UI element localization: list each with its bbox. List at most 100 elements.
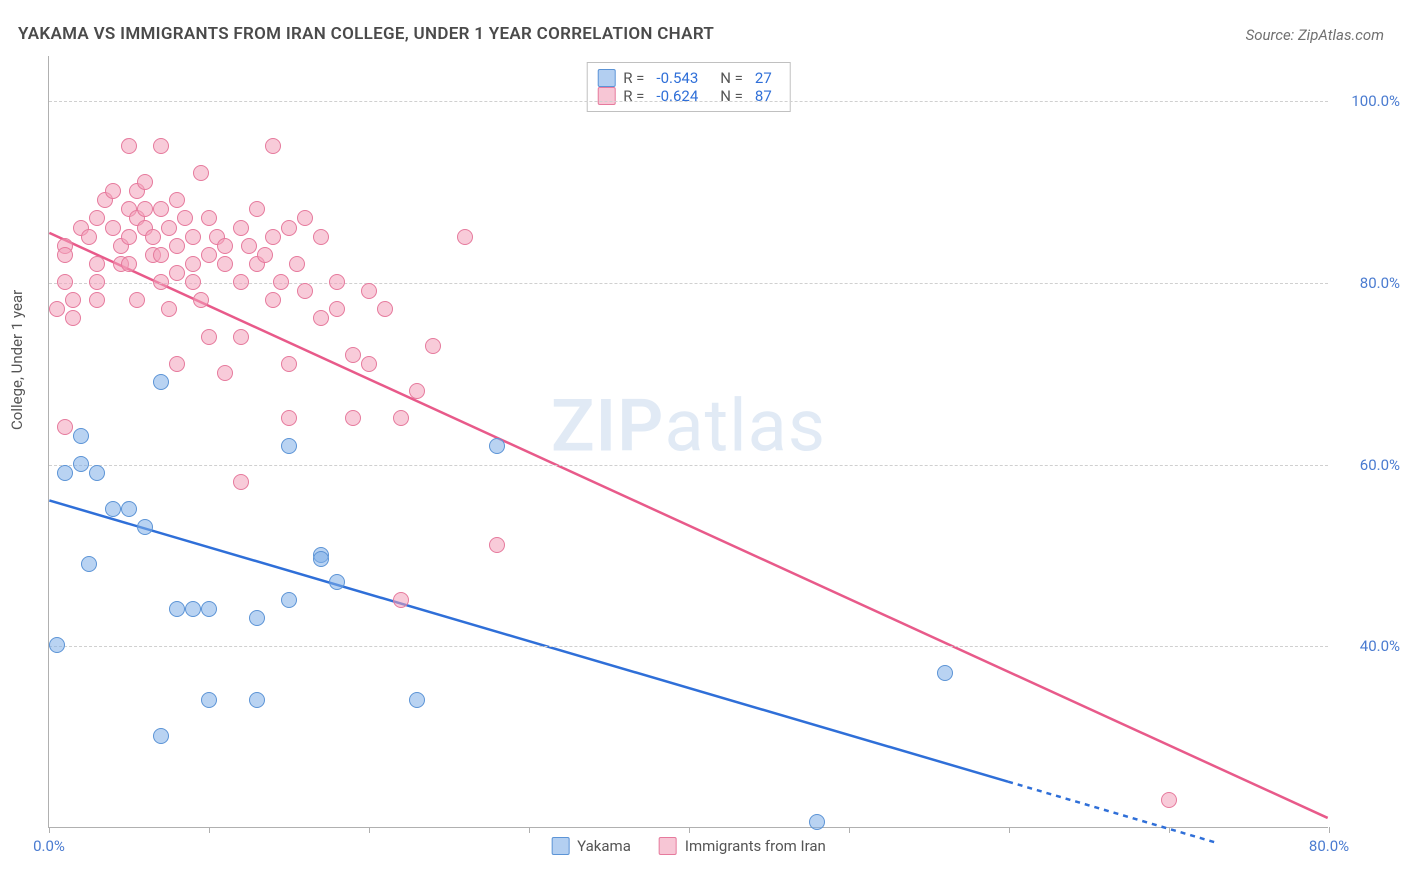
scatter-point-pink	[193, 165, 209, 181]
scatter-point-blue	[137, 519, 153, 535]
scatter-point-blue	[249, 610, 265, 626]
bottom-legend-item: Immigrants from Iran	[659, 837, 826, 855]
trend-line	[1008, 782, 1216, 843]
bottom-legend-item: Yakama	[551, 837, 631, 855]
scatter-point-pink	[185, 229, 201, 245]
x-tick	[529, 827, 530, 833]
trend-line	[49, 233, 1327, 818]
y-tick-label: 100.0%	[1340, 92, 1400, 110]
source-attribution: Source: ZipAtlas.com	[1246, 26, 1384, 44]
x-tick	[849, 827, 850, 833]
scatter-point-pink	[65, 310, 81, 326]
legend-n-value: 27	[755, 69, 772, 87]
scatter-point-pink	[273, 274, 289, 290]
x-tick	[369, 827, 370, 833]
x-tick	[209, 827, 210, 833]
scatter-point-pink	[153, 274, 169, 290]
y-tick-label: 60.0%	[1340, 456, 1400, 474]
scatter-point-pink	[169, 238, 185, 254]
scatter-point-pink	[121, 138, 137, 154]
scatter-point-pink	[185, 256, 201, 272]
legend-swatch-pink	[659, 837, 677, 855]
scatter-point-blue	[105, 501, 121, 517]
scatter-point-pink	[345, 347, 361, 363]
x-tick-label: 80.0%	[1309, 837, 1349, 855]
scatter-point-pink	[161, 301, 177, 317]
gridline-h	[49, 646, 1328, 647]
scatter-point-pink	[153, 201, 169, 217]
series-legend: Yakama Immigrants from Iran	[551, 837, 826, 855]
scatter-point-pink	[57, 419, 73, 435]
scatter-point-blue	[809, 814, 825, 830]
scatter-point-pink	[361, 356, 377, 372]
scatter-point-pink	[233, 329, 249, 345]
scatter-point-pink	[81, 229, 97, 245]
scatter-point-pink	[177, 210, 193, 226]
gridline-h	[49, 465, 1328, 466]
correlation-legend: R =-0.543N =27R =-0.624N =87	[586, 62, 791, 112]
legend-swatch-blue	[597, 69, 615, 87]
scatter-point-blue	[489, 438, 505, 454]
scatter-point-pink	[329, 301, 345, 317]
scatter-point-pink	[377, 301, 393, 317]
scatter-point-blue	[281, 592, 297, 608]
x-tick	[689, 827, 690, 833]
scatter-point-pink	[89, 256, 105, 272]
x-tick	[49, 827, 50, 833]
scatter-point-pink	[297, 283, 313, 299]
scatter-point-pink	[89, 274, 105, 290]
scatter-point-pink	[233, 274, 249, 290]
scatter-point-pink	[281, 356, 297, 372]
scatter-point-blue	[185, 601, 201, 617]
x-tick	[1329, 827, 1330, 833]
scatter-point-pink	[281, 410, 297, 426]
scatter-point-pink	[265, 138, 281, 154]
scatter-point-pink	[105, 220, 121, 236]
x-tick	[1169, 827, 1170, 833]
scatter-point-pink	[457, 229, 473, 245]
scatter-point-blue	[249, 692, 265, 708]
scatter-point-pink	[281, 220, 297, 236]
chart-title: YAKAMA VS IMMIGRANTS FROM IRAN COLLEGE, …	[18, 24, 714, 44]
scatter-point-pink	[161, 220, 177, 236]
legend-n-label: N =	[720, 69, 743, 87]
scatter-point-blue	[153, 728, 169, 744]
scatter-point-pink	[217, 238, 233, 254]
scatter-point-pink	[153, 138, 169, 154]
scatter-point-pink	[233, 220, 249, 236]
scatter-point-blue	[313, 551, 329, 567]
scatter-point-pink	[1161, 792, 1177, 808]
scatter-point-pink	[233, 474, 249, 490]
scatter-point-pink	[257, 247, 273, 263]
scatter-point-pink	[185, 274, 201, 290]
scatter-point-pink	[137, 174, 153, 190]
scatter-point-pink	[121, 229, 137, 245]
scatter-point-pink	[393, 410, 409, 426]
trend-lines-svg	[49, 56, 1328, 827]
scatter-point-pink	[361, 283, 377, 299]
x-tick-label: 0.0%	[33, 837, 65, 855]
scatter-point-pink	[57, 247, 73, 263]
scatter-point-pink	[289, 256, 305, 272]
bottom-legend-label: Yakama	[577, 837, 631, 855]
scatter-point-pink	[329, 274, 345, 290]
scatter-point-blue	[89, 465, 105, 481]
scatter-point-pink	[241, 238, 257, 254]
scatter-point-pink	[49, 301, 65, 317]
scatter-point-pink	[489, 537, 505, 553]
bottom-legend-label: Immigrants from Iran	[685, 837, 826, 855]
scatter-point-blue	[937, 665, 953, 681]
scatter-point-pink	[265, 292, 281, 308]
scatter-point-pink	[105, 183, 121, 199]
scatter-point-pink	[169, 356, 185, 372]
scatter-point-pink	[153, 247, 169, 263]
legend-r-label: R =	[623, 69, 644, 87]
scatter-point-pink	[345, 410, 361, 426]
scatter-point-blue	[201, 601, 217, 617]
scatter-point-pink	[201, 329, 217, 345]
y-axis-label: College, Under 1 year	[8, 290, 26, 430]
scatter-point-blue	[281, 438, 297, 454]
scatter-point-pink	[217, 256, 233, 272]
scatter-point-pink	[89, 210, 105, 226]
scatter-point-pink	[313, 229, 329, 245]
